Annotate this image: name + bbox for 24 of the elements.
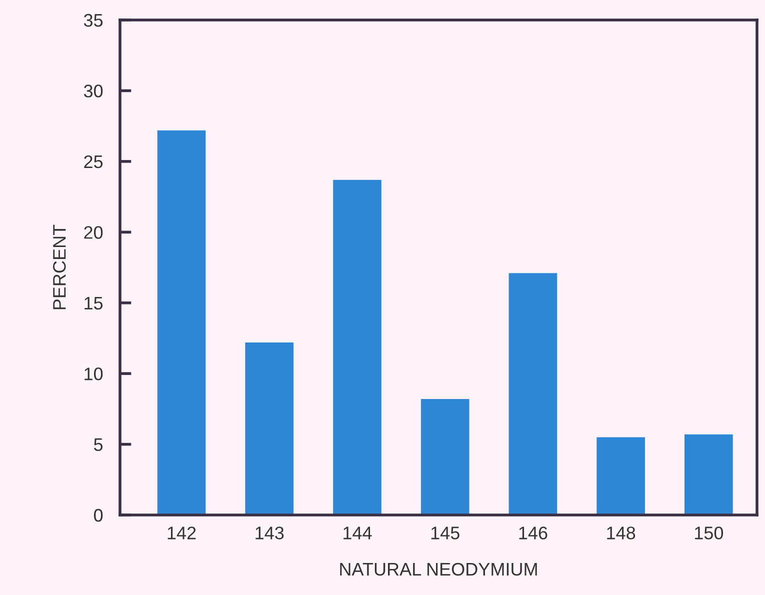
bar	[596, 437, 645, 515]
bar	[245, 342, 294, 515]
y-tick-label: 0	[94, 508, 103, 522]
y-tick-label: 5	[94, 438, 103, 452]
y-tick-label: 20	[84, 226, 103, 239]
x-tick-label: 143	[256, 526, 284, 540]
x-tick-label: 146	[519, 526, 548, 540]
y-axis-title: PERCENT	[53, 224, 66, 310]
y-tick-label: 10	[84, 368, 103, 380]
x-tick-label: 150	[694, 526, 724, 540]
bar	[684, 434, 733, 515]
y-tick-label: 30	[84, 84, 103, 98]
bar	[420, 399, 470, 515]
x-tick-label: 144	[344, 526, 372, 540]
bar	[157, 130, 206, 515]
y-tick-label: 35	[84, 14, 103, 27]
bar	[333, 180, 382, 515]
y-tick-label: 25	[84, 155, 103, 168]
x-axis-title: NATURAL NEODYMIUM	[340, 562, 537, 576]
y-tick-label: 15	[84, 296, 103, 310]
bar	[508, 273, 558, 515]
x-tick-label: 148	[607, 526, 636, 540]
x-tick-label: 142	[168, 526, 196, 540]
x-tick-label: 145	[431, 526, 460, 540]
